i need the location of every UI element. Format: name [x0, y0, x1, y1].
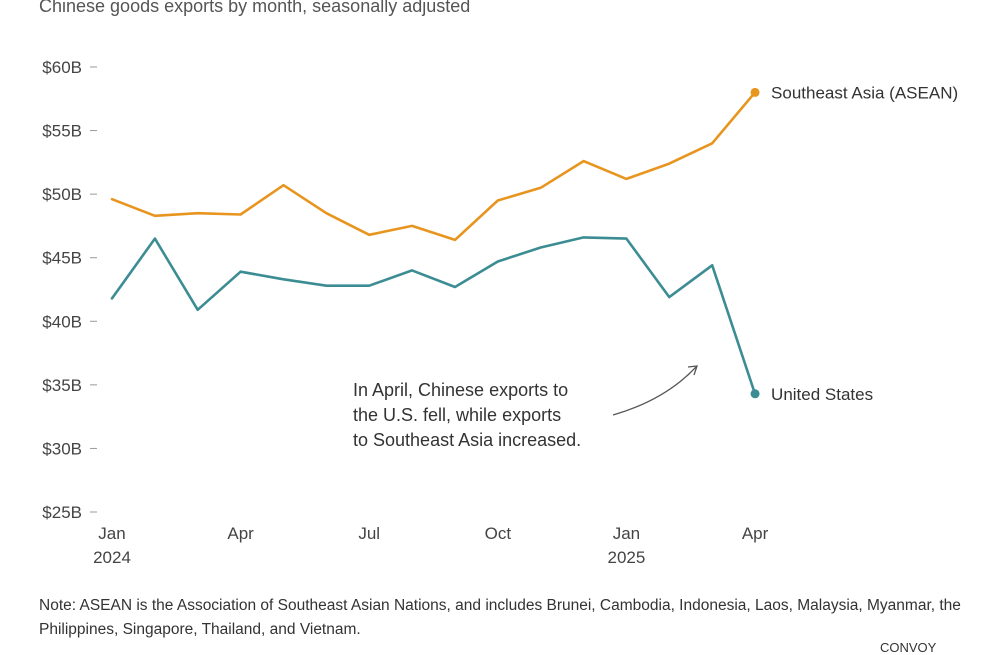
x-tick-label: Apr: [227, 524, 254, 543]
y-tick-label: $25B: [42, 503, 82, 522]
y-axis: $60B $55B $50B $45B $40B $35B $30B $25B: [42, 58, 97, 522]
annotation-line-3: to Southeast Asia increased.: [353, 430, 581, 450]
y-tick-label: $55B: [42, 122, 82, 141]
series-line: [112, 237, 755, 393]
x-tick-label: Oct: [485, 524, 512, 543]
series-end-marker: [751, 389, 760, 398]
series-layer: Southeast Asia (ASEAN) United States: [112, 83, 958, 403]
y-tick-label: $60B: [42, 58, 82, 77]
x-tick-year-label: 2024: [93, 548, 131, 567]
series-label: Southeast Asia (ASEAN): [771, 83, 958, 102]
annotation-line-1: In April, Chinese exports to: [353, 380, 568, 400]
x-tick-year-label: 2025: [608, 548, 646, 567]
series-label: United States: [771, 385, 873, 404]
series-end-marker: [751, 88, 760, 97]
chart-note: Note: ASEAN is the Association of Southe…: [39, 594, 969, 642]
x-tick-label: Jan: [613, 524, 640, 543]
series-1: United States: [112, 237, 873, 403]
annotation-line-2: the U.S. fell, while exports: [353, 405, 561, 425]
x-tick-label: Jan: [98, 524, 125, 543]
series-0: Southeast Asia (ASEAN): [112, 83, 958, 239]
y-tick-label: $30B: [42, 439, 82, 458]
y-tick-label: $40B: [42, 312, 82, 331]
annotation-arrow: [613, 367, 696, 415]
series-line: [112, 92, 755, 240]
y-tick-label: $35B: [42, 376, 82, 395]
source-logo: CONVOY: [880, 640, 936, 655]
line-chart: $60B $55B $50B $45B $40B $35B $30B $25B Jan 2024…: [0, 0, 1000, 590]
annotation: In April, Chinese exports to the U.S. fe…: [353, 366, 697, 450]
x-tick-label: Apr: [742, 524, 769, 543]
y-tick-label: $50B: [42, 185, 82, 204]
y-tick-label: $45B: [42, 249, 82, 268]
x-tick-label: Jul: [358, 524, 380, 543]
x-axis: Jan 2024 Apr Jul Oct Jan 2025 Apr: [93, 524, 769, 567]
